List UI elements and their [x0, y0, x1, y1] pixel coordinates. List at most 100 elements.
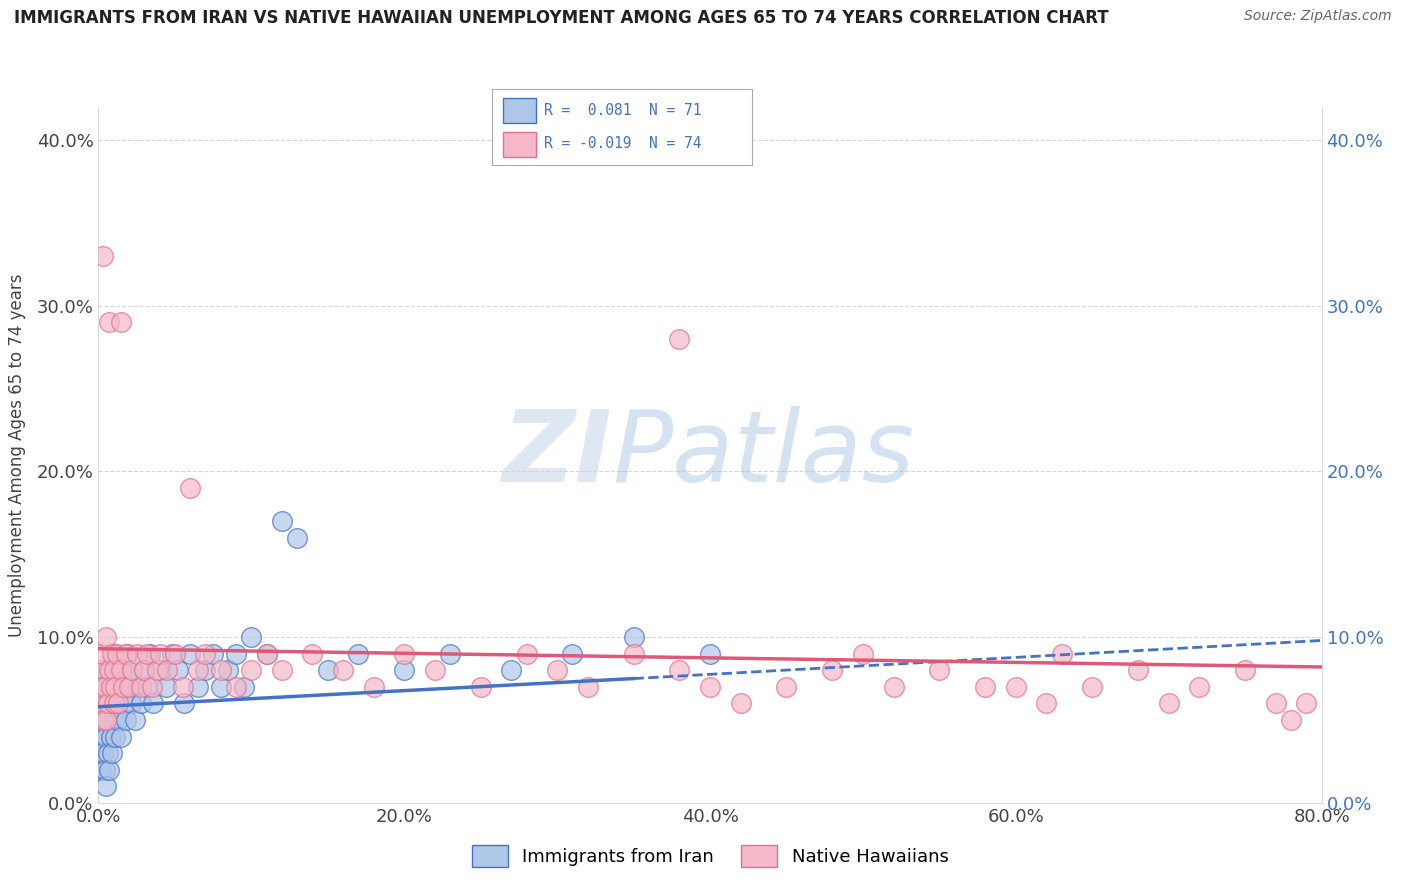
- Point: [100, 663, 122, 677]
- Point: [89, 763, 111, 777]
- Point: [98, 663, 121, 677]
- Text: Patlas: Patlas: [612, 407, 914, 503]
- Point: [104, 663, 127, 677]
- Point: [173, 697, 195, 711]
- Point: [141, 680, 163, 694]
- Point: [160, 647, 183, 661]
- Point: [111, 663, 134, 677]
- Point: [363, 680, 385, 694]
- Point: [105, 647, 128, 661]
- Point: [127, 680, 149, 694]
- Point: [98, 763, 121, 777]
- Point: [103, 713, 125, 727]
- Point: [202, 647, 225, 661]
- Point: [110, 663, 132, 677]
- Point: [111, 680, 134, 694]
- Point: [1035, 697, 1057, 711]
- Point: [91, 680, 114, 694]
- Point: [90, 763, 112, 777]
- Point: [90, 697, 112, 711]
- Point: [576, 680, 599, 694]
- Point: [97, 746, 120, 760]
- Point: [194, 647, 217, 661]
- Point: [270, 514, 292, 528]
- Text: ZI: ZI: [502, 407, 612, 503]
- Point: [121, 663, 143, 677]
- Bar: [502, 132, 536, 158]
- Point: [821, 663, 844, 677]
- Point: [97, 697, 120, 711]
- Point: [97, 697, 120, 711]
- Point: [98, 315, 121, 329]
- Point: [103, 647, 125, 661]
- Point: [928, 663, 950, 677]
- Point: [118, 680, 141, 694]
- Point: [89, 697, 111, 711]
- Point: [668, 332, 690, 346]
- Point: [439, 647, 461, 661]
- Point: [392, 647, 416, 661]
- Point: [93, 763, 115, 777]
- Text: IMMIGRANTS FROM IRAN VS NATIVE HAWAIIAN UNEMPLOYMENT AMONG AGES 65 TO 74 YEARS C: IMMIGRANTS FROM IRAN VS NATIVE HAWAIIAN …: [14, 9, 1109, 27]
- Point: [194, 663, 217, 677]
- Point: [1128, 663, 1150, 677]
- Point: [225, 647, 247, 661]
- Point: [668, 663, 690, 677]
- Point: [1050, 647, 1073, 661]
- Point: [89, 680, 111, 694]
- Point: [136, 680, 159, 694]
- Point: [1188, 680, 1211, 694]
- Point: [100, 730, 122, 744]
- Point: [470, 680, 492, 694]
- Text: Source: ZipAtlas.com: Source: ZipAtlas.com: [1244, 9, 1392, 23]
- Point: [107, 713, 129, 727]
- Point: [1279, 713, 1302, 727]
- Point: [516, 647, 538, 661]
- Text: R =  0.081  N = 71: R = 0.081 N = 71: [544, 103, 702, 118]
- Point: [89, 746, 111, 760]
- Point: [209, 663, 232, 677]
- Point: [301, 647, 323, 661]
- Point: [392, 663, 416, 677]
- Point: [423, 663, 446, 677]
- Point: [699, 647, 721, 661]
- Point: [94, 630, 117, 644]
- Point: [90, 730, 112, 744]
- Point: [129, 697, 152, 711]
- Point: [501, 663, 523, 677]
- Point: [118, 680, 141, 694]
- Point: [125, 647, 148, 661]
- Point: [730, 697, 752, 711]
- Point: [623, 630, 645, 644]
- Point: [94, 730, 117, 744]
- Point: [91, 746, 114, 760]
- Point: [156, 663, 179, 677]
- Point: [98, 680, 121, 694]
- Text: R = -0.019  N = 74: R = -0.019 N = 74: [544, 136, 702, 152]
- Point: [852, 647, 875, 661]
- Point: [103, 663, 125, 677]
- Point: [110, 315, 132, 329]
- Point: [120, 697, 142, 711]
- Point: [134, 663, 156, 677]
- Point: [347, 647, 370, 661]
- Point: [1234, 663, 1257, 677]
- Point: [100, 680, 122, 694]
- Point: [256, 647, 278, 661]
- Point: [775, 680, 797, 694]
- Point: [89, 663, 111, 677]
- Point: [115, 647, 138, 661]
- Point: [101, 680, 124, 694]
- Point: [1264, 697, 1286, 711]
- Point: [316, 663, 339, 677]
- Point: [149, 647, 172, 661]
- Point: [883, 680, 905, 694]
- Point: [91, 713, 114, 727]
- Point: [1295, 697, 1317, 711]
- Point: [89, 713, 111, 727]
- Legend: Immigrants from Iran, Native Hawaiians: Immigrants from Iran, Native Hawaiians: [464, 838, 956, 874]
- Point: [105, 697, 128, 711]
- Point: [110, 730, 132, 744]
- Point: [139, 647, 162, 661]
- Point: [332, 663, 354, 677]
